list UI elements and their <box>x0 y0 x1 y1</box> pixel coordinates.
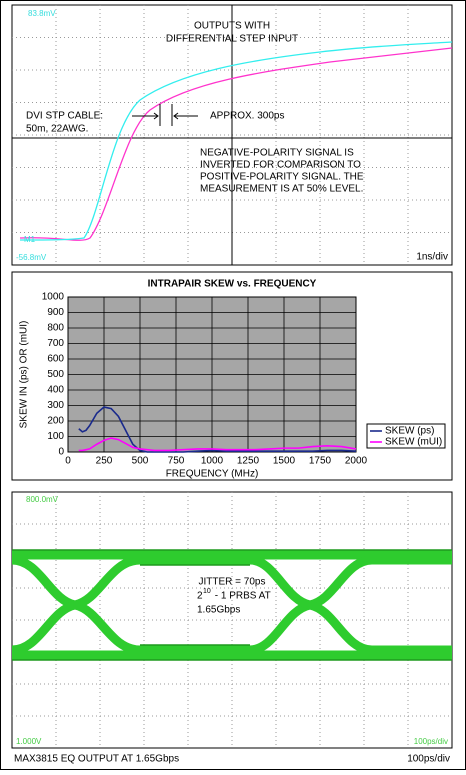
y-tick-label: 400 <box>47 385 64 396</box>
series-line <box>78 437 357 452</box>
y-tick-label: 600 <box>47 354 64 365</box>
arrows <box>132 112 198 120</box>
x-tick-label: 750 <box>168 456 185 467</box>
jitter-label: JITTER = 70ps <box>199 577 266 588</box>
ref-label: -56.8mV <box>16 253 47 262</box>
eye-edges <box>12 549 452 661</box>
prbs-exp: 10 <box>203 588 211 595</box>
y-tick-label: 0 <box>58 447 64 458</box>
scope-title: DIFFERENTIAL STEP INPUT <box>166 34 298 45</box>
legend-label: SKEW (mUI) <box>385 437 442 448</box>
x-tick-label: 1750 <box>309 456 332 467</box>
y-tick-label: 500 <box>47 369 64 380</box>
y-axis-label: SKEW IN (ps) OR (mUI) <box>19 321 30 429</box>
rate-label: 1.65Gbps <box>197 605 240 616</box>
eye <box>11 550 452 660</box>
top-scope: OUTPUTS WITH DIFFERENTIAL STEP INPUT DVI… <box>11 4 453 266</box>
x-axis-label: FREQUENCY (MHz) <box>166 469 259 480</box>
caption-timebase: 100ps/div <box>407 754 450 765</box>
y-tick-label: 1000 <box>42 292 65 303</box>
x-tick-label: 2000 <box>345 456 368 467</box>
scope-title: OUTPUTS WITH <box>194 21 270 32</box>
x-tick-label: 250 <box>96 456 113 467</box>
y-tick-label: 100 <box>47 431 64 442</box>
x-tick-label: 0 <box>65 456 71 467</box>
note: POSITIVE-POLARITY SIGNAL. THE <box>200 172 364 183</box>
positive-trace <box>19 41 453 241</box>
note: NEGATIVE-POLARITY SIGNAL IS <box>200 148 354 159</box>
prbs-label: - 1 PRBS AT <box>212 591 271 602</box>
caption: MAX3815 EQ OUTPUT AT 1.65Gbps <box>14 754 179 765</box>
y-tick-label: 300 <box>47 400 64 411</box>
note: INVERTED FOR COMPARISON TO <box>200 160 361 171</box>
x-tick-label: 500 <box>132 456 149 467</box>
cable-label: DVI STP CABLE: <box>26 111 103 122</box>
ref-label: 83.8mV <box>28 9 56 18</box>
chart-title: INTRAPAIR SKEW vs. FREQUENCY <box>148 279 317 290</box>
bottom-scope: JITTER = 70ps 2 10 - 1 PRBS AT 1.65Gbps … <box>11 491 453 749</box>
x-tick-label: 1500 <box>273 456 296 467</box>
y-tick-label: 900 <box>47 307 64 318</box>
timebase: 1ns/div <box>416 252 448 263</box>
approx-label: APPROX. 300ps <box>210 111 284 122</box>
marker-label: M1 <box>24 235 36 244</box>
series-line <box>78 406 357 453</box>
cable-label: 50m, 22AWG. <box>26 124 88 135</box>
timebase: 100ps/div <box>414 737 448 746</box>
legend-label: SKEW (ps) <box>385 426 434 437</box>
negative-trace <box>19 47 453 241</box>
y-tick-label: 700 <box>47 338 64 349</box>
legend-box <box>366 423 446 449</box>
prbs-label: 2 <box>197 591 203 602</box>
y-tick-label: 800 <box>47 323 64 334</box>
y-tick-label: 200 <box>47 416 64 427</box>
chart: INTRAPAIR SKEW vs. FREQUENCY 0 100 200 300 40… <box>19 279 446 480</box>
x-tick-label: 1250 <box>237 456 260 467</box>
note: MEASUREMENT IS AT 50% LEVEL. <box>200 184 363 195</box>
ref-label: 1.000V <box>16 737 42 746</box>
x-tick-label: 1000 <box>201 456 224 467</box>
ref-label: 800.0mV <box>26 495 59 504</box>
